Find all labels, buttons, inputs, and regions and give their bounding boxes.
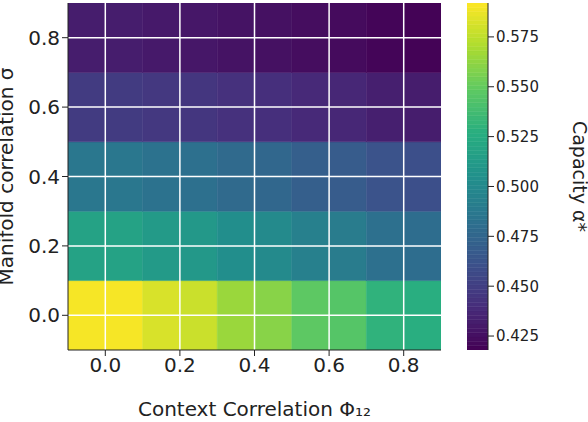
svg-text:0.2: 0.2 (164, 353, 196, 377)
svg-text:0.8: 0.8 (28, 26, 60, 50)
svg-text:0.550: 0.550 (496, 78, 539, 96)
svg-text:0.2: 0.2 (28, 234, 60, 258)
svg-text:0.525: 0.525 (496, 128, 539, 146)
svg-text:Context Correlation Φ₁₂: Context Correlation Φ₁₂ (138, 397, 371, 421)
svg-text:0.500: 0.500 (496, 178, 539, 196)
svg-text:0.0: 0.0 (28, 303, 60, 327)
svg-text:Capacity α*: Capacity α* (569, 121, 588, 232)
svg-text:0.450: 0.450 (496, 278, 539, 296)
svg-text:0.575: 0.575 (496, 28, 539, 46)
svg-text:0.425: 0.425 (496, 327, 539, 345)
svg-text:0.0: 0.0 (89, 353, 121, 377)
svg-text:0.6: 0.6 (28, 95, 60, 119)
svg-text:0.475: 0.475 (496, 228, 539, 246)
svg-text:Manifold correlation σ: Manifold correlation σ (0, 67, 18, 285)
svg-text:0.4: 0.4 (28, 165, 60, 189)
svg-text:0.8: 0.8 (388, 353, 420, 377)
svg-text:0.6: 0.6 (313, 353, 345, 377)
svg-text:0.4: 0.4 (239, 353, 271, 377)
